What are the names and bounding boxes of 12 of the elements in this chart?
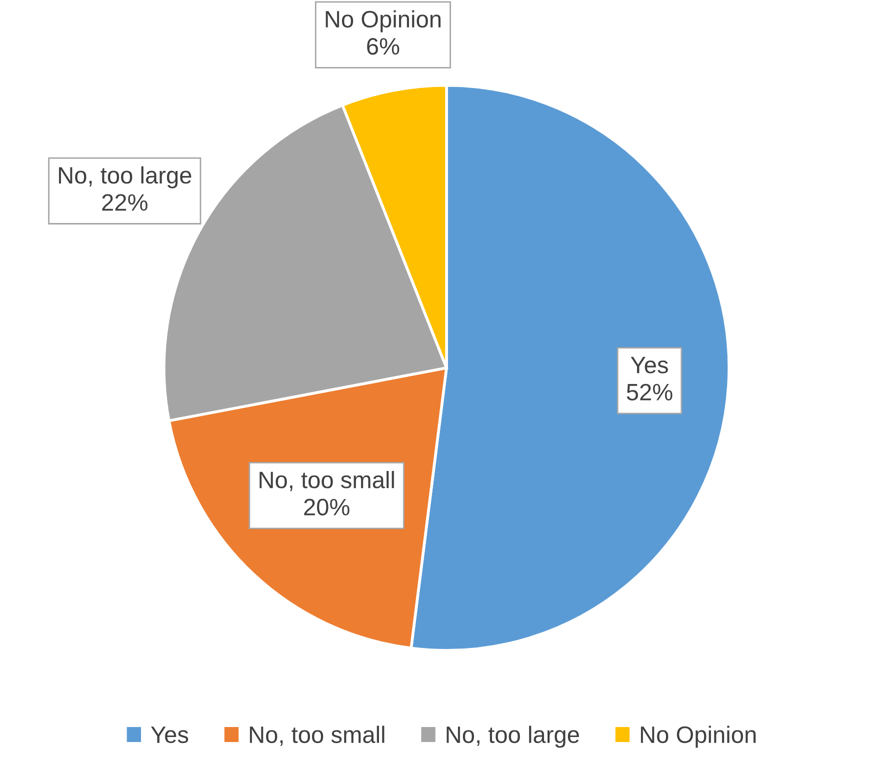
legend-label: No, too small <box>250 726 384 746</box>
data-label: 22% <box>102 194 148 211</box>
data-label: 20% <box>304 498 350 516</box>
legend-label: Yes <box>150 726 188 744</box>
slice-label: No Opinion <box>326 10 441 32</box>
data-label: 6% <box>367 38 400 55</box>
legend-label: No Opinion <box>640 726 756 748</box>
slice-label: Yes <box>630 356 668 374</box>
legend-label: No, too large <box>446 726 579 748</box>
data-label: 52% <box>626 384 672 401</box>
slice-label: No, too small <box>260 470 394 492</box>
slice-label: No, too large <box>59 166 192 188</box>
